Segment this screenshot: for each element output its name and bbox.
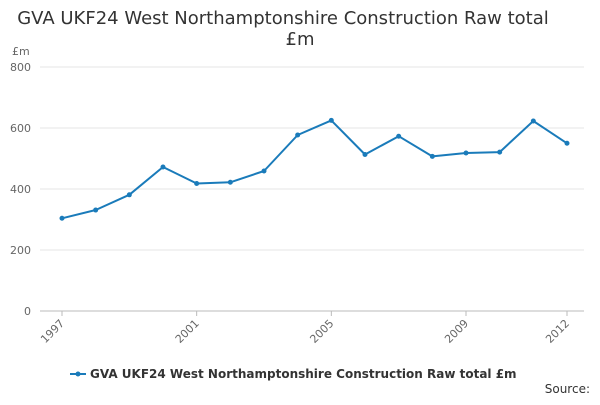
data-point-2000[interactable]: [160, 164, 166, 170]
legend-point-marker: [75, 371, 81, 377]
data-point-2001[interactable]: [194, 181, 200, 187]
y-axis-ticks: 0 200 400 600 800: [10, 61, 31, 318]
data-point-2011[interactable]: [530, 118, 536, 124]
data-point-2002[interactable]: [227, 179, 233, 185]
legend[interactable]: GVA UKF24 West Northamptonshire Construc…: [70, 367, 517, 381]
data-point-2003[interactable]: [261, 168, 267, 174]
chart-title-line-1: GVA UKF24 West Northamptonshire Construc…: [17, 8, 549, 29]
data-point-1998[interactable]: [93, 207, 99, 213]
data-point-2006[interactable]: [362, 152, 368, 158]
data-point-2004[interactable]: [295, 132, 301, 138]
source-label: Source:: [545, 382, 590, 396]
data-point-1999[interactable]: [126, 192, 132, 198]
legend-series-label: GVA UKF24 West Northamptonshire Construc…: [90, 367, 517, 381]
x-tick-label-2001: 2001: [173, 317, 202, 346]
data-point-2005[interactable]: [328, 117, 334, 123]
x-tick-label-1997: 1997: [38, 317, 67, 346]
x-tick-label-2005: 2005: [307, 317, 336, 346]
x-tick-label-2009: 2009: [442, 317, 471, 346]
y-axis-unit-label: £m: [12, 45, 30, 58]
data-point-2008[interactable]: [429, 153, 435, 159]
y-tick-label-400: 400: [10, 183, 31, 196]
data-point-2007[interactable]: [396, 133, 402, 139]
x-axis-ticks: 1997 2001 2005 2009 2012: [38, 311, 572, 346]
gridlines: [40, 66, 584, 312]
series-layer: [59, 117, 570, 221]
data-point-2009[interactable]: [463, 150, 469, 156]
y-tick-label-800: 800: [10, 61, 31, 74]
data-point-2012[interactable]: [564, 140, 570, 146]
y-tick-label-200: 200: [10, 244, 31, 257]
data-point-2010[interactable]: [497, 149, 503, 155]
x-tick-label-2012: 2012: [543, 317, 572, 346]
chart-title-line-2: £m: [286, 29, 315, 50]
series-line-0: [61, 119, 568, 220]
y-tick-label-600: 600: [10, 122, 31, 135]
y-tick-label-0: 0: [24, 305, 31, 318]
data-point-1997[interactable]: [59, 215, 65, 221]
